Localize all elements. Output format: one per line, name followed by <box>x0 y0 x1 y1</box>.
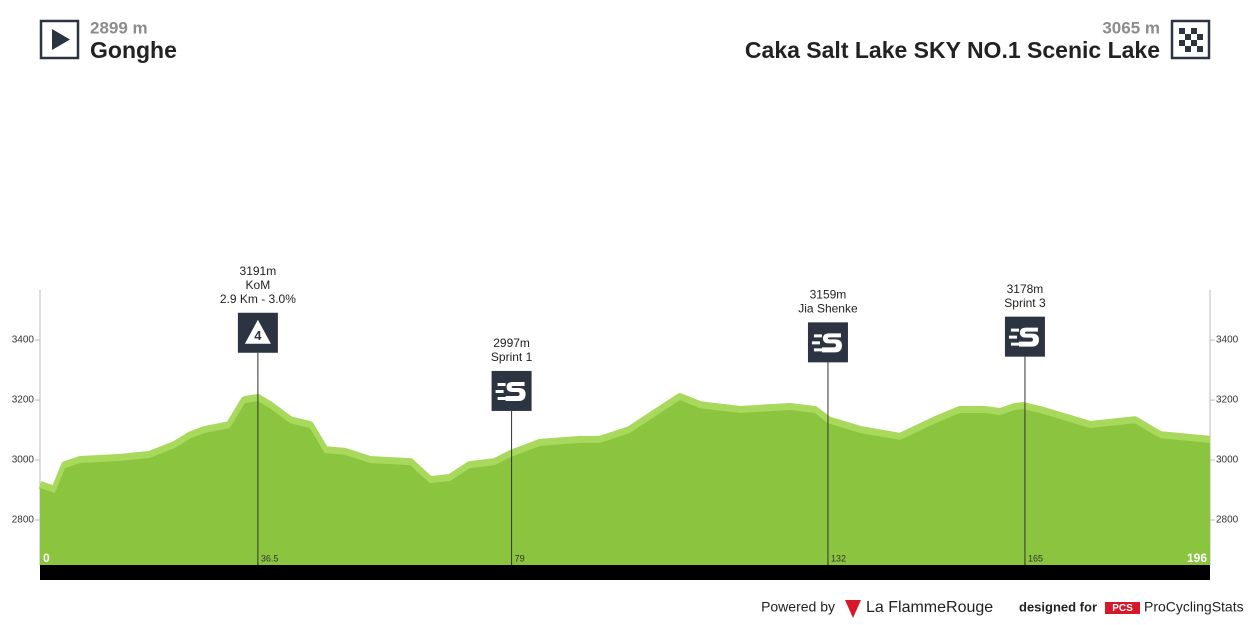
kom-category: 4 <box>254 328 262 343</box>
y-tick-label: 3000 <box>1216 455 1239 466</box>
start-name: Gonghe <box>90 37 177 63</box>
marker-text: Sprint 1 <box>491 350 533 364</box>
y-tick-label: 3200 <box>12 395 35 406</box>
marker-elevation: 2997m <box>493 336 530 350</box>
kom-triangle <box>244 319 271 344</box>
marker-elevation: 3159m <box>810 288 847 302</box>
start-elevation: 2899 m <box>90 18 148 37</box>
sprint-stripes <box>811 334 822 352</box>
profile-edge <box>38 393 1211 494</box>
marker-text: 2.9 Km - 3.0% <box>220 292 296 306</box>
finish-icon <box>1170 19 1211 60</box>
plot: 2800 2800 3000 3000 3200 3200 3400 3400 4 3191mKo… <box>12 264 1239 580</box>
x-tick-label: 196 <box>1187 551 1207 565</box>
brand-logo <box>845 600 861 618</box>
powered-by: Powered by <box>761 599 835 615</box>
profile-area <box>40 400 1210 565</box>
marker-text: Sprint 3 <box>1004 296 1046 310</box>
marker-elevation: 3191m <box>240 264 277 278</box>
x-tick-label: 132 <box>831 553 846 563</box>
marker-text: KoM <box>246 278 271 292</box>
x-tick-label: 79 <box>515 553 525 563</box>
x-tick-label: 165 <box>1028 553 1043 563</box>
sprint-stripes <box>495 382 506 400</box>
start-icon <box>39 19 80 60</box>
designed-for: designed for <box>1019 599 1097 614</box>
marker-elevation: 3178m <box>1007 282 1044 296</box>
x-tick-label: 0 <box>43 551 50 565</box>
x-tick-label: 36.5 <box>261 553 279 563</box>
sprint-s <box>1018 327 1039 347</box>
y-tick-label: 3400 <box>1216 335 1239 346</box>
y-tick-label: 3200 <box>1216 395 1239 406</box>
y-tick-label: 2800 <box>12 515 35 526</box>
sprint-stripes <box>1008 328 1019 346</box>
pcs-text: PCS <box>1112 603 1133 614</box>
y-tick-label: 3400 <box>12 335 35 346</box>
finish-name: Caka Salt Lake SKY NO.1 Scenic Lake <box>745 37 1160 63</box>
sprint-s <box>505 381 526 401</box>
sprint-s <box>821 333 842 353</box>
y-tick-label: 2800 <box>1216 515 1239 526</box>
site-name: ProCyclingStats <box>1144 599 1244 615</box>
base-bar <box>40 565 1210 580</box>
marker-text: Jia Shenke <box>798 302 858 316</box>
pcs-badge <box>1105 602 1140 614</box>
brand: La FlammeRouge <box>866 599 993 616</box>
finish-elevation: 3065 m <box>1102 18 1160 37</box>
y-tick-label: 3000 <box>12 455 35 466</box>
